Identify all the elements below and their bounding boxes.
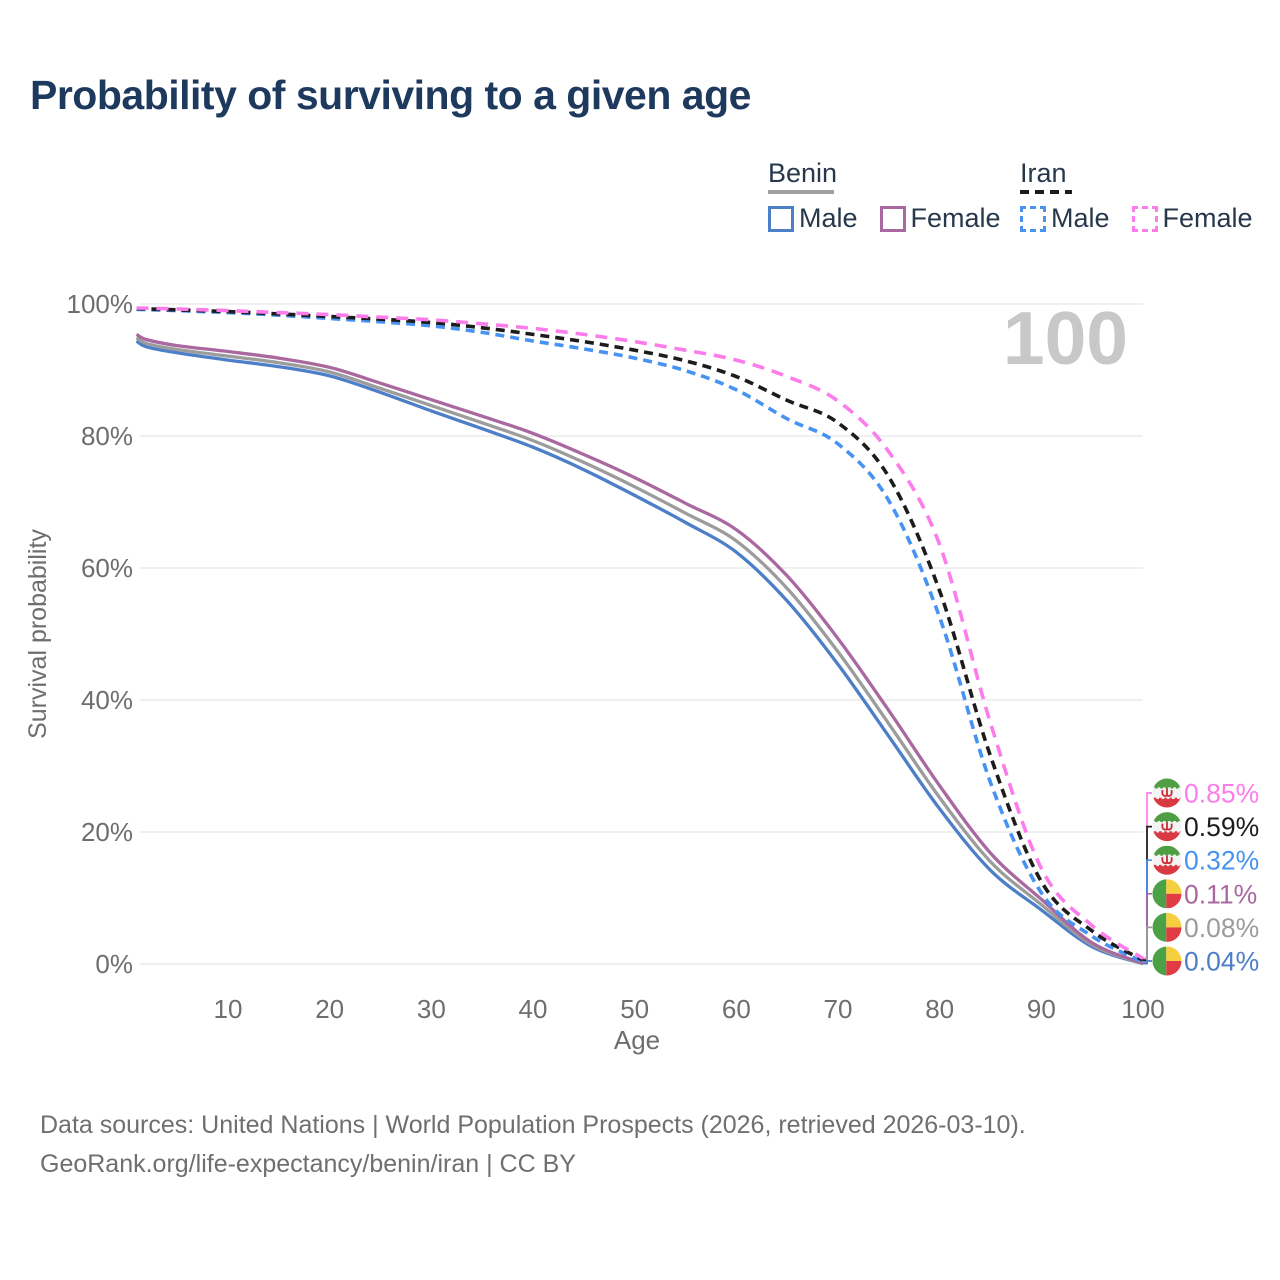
legend: Benin Male Female Iran Male Female [0, 160, 1280, 250]
curve-iran-male[interactable] [136, 307, 1144, 964]
curve-benin-female[interactable] [135, 332, 1144, 965]
y-tick-label-40%: 40% [81, 685, 133, 715]
x-axis-title: Age [614, 1025, 660, 1055]
end-label-benin-female: 0.11% [1184, 879, 1257, 909]
benin-flag-band [1152, 879, 1167, 909]
y-tick-label-60%: 60% [81, 553, 133, 583]
iran-flag-band [1152, 864, 1182, 875]
legend-swatch-benin-female [879, 205, 906, 232]
y-axis-title: Survival probability [24, 529, 52, 739]
leader-line-benin-male [1143, 960, 1152, 965]
y-tick-label-80%: 80% [81, 421, 133, 451]
iran-flag-icon [1152, 845, 1182, 875]
x-tick-label-20: 20 [315, 994, 344, 1024]
x-tick-label-90: 90 [1027, 994, 1056, 1024]
iran-flag-band [1152, 831, 1182, 842]
iran-flag-band [1152, 797, 1182, 808]
x-tick-label-60: 60 [722, 994, 751, 1024]
legend-label: Male [1051, 203, 1110, 233]
iran-flag-band [1152, 812, 1182, 823]
iran-flag-band [1152, 778, 1182, 789]
footer-data-sources: Data sources: United Nations | World Pop… [40, 1111, 1026, 1139]
legend-swatch-benin-male [768, 205, 794, 232]
iran-flag-emblem [1161, 788, 1173, 797]
curve-benin-male[interactable] [135, 339, 1144, 966]
legend-item-benin-male[interactable]: Male [768, 203, 858, 234]
legend-swatch-iran-female [1131, 205, 1158, 232]
legend-group-benin: Benin Male Female [768, 160, 1001, 234]
footer-attribution: GeoRank.org/life-expectancy/benin/iran |… [40, 1150, 576, 1178]
chart-title: Probability of surviving to a given age [30, 72, 751, 118]
curve-benin-both[interactable] [135, 336, 1144, 966]
legend-underline-benin [768, 190, 834, 194]
legend-item-iran-female[interactable]: Female [1131, 203, 1253, 234]
legend-label: Male [799, 203, 858, 233]
end-label-benin-both: 0.08% [1184, 913, 1259, 943]
end-label-iran-female: 0.85% [1184, 779, 1259, 809]
curve-iran-both[interactable] [136, 306, 1144, 962]
y-tick-label-20%: 20% [81, 817, 133, 847]
legend-item-iran-male[interactable]: Male [1020, 203, 1110, 234]
iran-flag-icon [1152, 778, 1182, 808]
x-tick-label-30: 30 [417, 994, 446, 1024]
y-tick-label-100%: 100% [67, 289, 134, 319]
legend-group-iran: Iran Male Female [1020, 160, 1253, 234]
x-tick-label-10: 10 [214, 994, 243, 1024]
legend-group-title-benin: Benin [768, 158, 838, 188]
x-tick-label-40: 40 [519, 994, 548, 1024]
legend-item-benin-female[interactable]: Female [879, 203, 1001, 234]
iran-flag-emblem [1161, 822, 1173, 831]
iran-flag-emblem [1161, 855, 1173, 865]
legend-label: Female [1162, 203, 1253, 233]
legend-swatch-iran-male [1020, 205, 1046, 232]
benin-flag-band [1152, 946, 1167, 976]
curve-iran-female[interactable] [136, 306, 1144, 960]
end-label-iran-male: 0.32% [1184, 846, 1259, 876]
benin-flag-band [1152, 912, 1167, 942]
legend-label: Female [910, 203, 1001, 233]
iran-flag-icon [1152, 812, 1182, 842]
end-label-benin-male: 0.04% [1184, 947, 1259, 977]
footer: Data sources: United Nations | World Pop… [40, 1106, 1026, 1184]
x-tick-label-100: 100 [1121, 994, 1164, 1024]
end-label-iran-both: 0.59% [1184, 812, 1259, 842]
legend-underline-iran [1020, 190, 1072, 194]
x-tick-label-50: 50 [620, 994, 649, 1024]
y-tick-label-0%: 0% [95, 949, 133, 979]
x-tick-label-80: 80 [925, 994, 954, 1024]
watermark-age-100: 100 [1003, 296, 1128, 380]
x-tick-label-70: 70 [824, 994, 853, 1024]
iran-flag-band [1152, 845, 1182, 856]
legend-group-title-iran: Iran [1020, 158, 1067, 188]
